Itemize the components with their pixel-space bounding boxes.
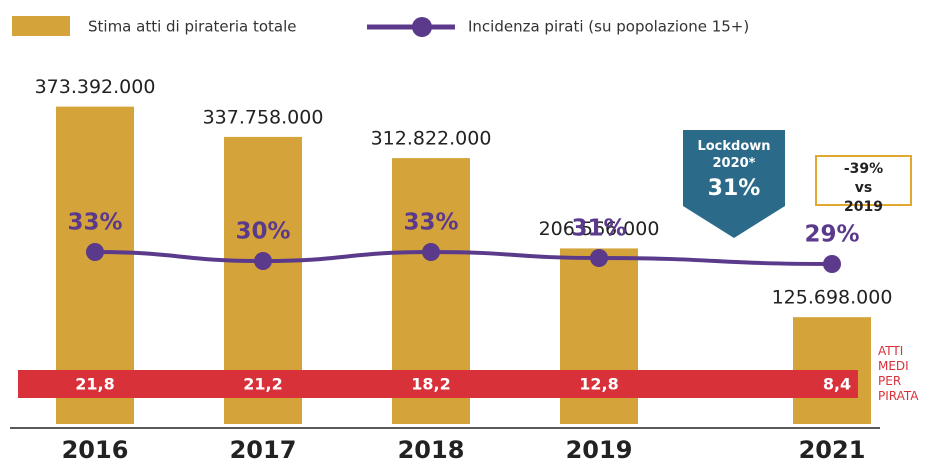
lockdown-callout: Lockdown 2020* 31% <box>683 130 785 238</box>
x-tick-label: 2018 <box>398 436 465 464</box>
average-acts-value: 8,4 <box>823 375 851 394</box>
line-dot <box>590 249 608 267</box>
line-dot <box>823 255 841 273</box>
legend-label: Stima atti di pirateria totale <box>88 18 296 36</box>
line-value-label: 33% <box>67 210 122 236</box>
lockdown-value: 31% <box>707 176 761 201</box>
callout-shape <box>683 130 785 238</box>
average-acts-value: 21,2 <box>243 375 282 394</box>
bar-value-label: 312.822.000 <box>371 128 492 150</box>
bar-value-label: 337.758.000 <box>203 106 324 128</box>
average-acts-value: 21,8 <box>75 375 114 394</box>
line-value-label: 29% <box>804 222 859 248</box>
average-acts-value: 18,2 <box>411 375 450 394</box>
x-tick-label: 2019 <box>566 436 633 464</box>
line-value-label: 30% <box>235 219 290 245</box>
line-dot <box>422 243 440 261</box>
line-value-label: 33% <box>403 210 458 236</box>
change-note-text: -39% vs 2019 <box>843 161 884 215</box>
lockdown-label: Lockdown 2020* <box>697 139 771 171</box>
legend-dot <box>412 17 432 37</box>
average-acts-value: 12,8 <box>579 375 618 394</box>
line-dot <box>86 243 104 261</box>
average-acts-label: ATTI MEDI PER PIRATA <box>878 344 919 403</box>
x-tick-label: 2021 <box>799 436 866 464</box>
average-acts-band <box>18 370 858 398</box>
callout-shape <box>683 130 785 238</box>
legend-swatch <box>12 16 70 36</box>
line-value-label: 31% <box>571 216 626 242</box>
line-dot <box>254 252 272 270</box>
x-tick-label: 2017 <box>230 436 297 464</box>
legend-label: Incidenza pirati (su popolazione 15+) <box>468 18 749 36</box>
bar-value-label: 206.566.000 <box>539 218 660 240</box>
x-tick-label: 2016 <box>62 436 129 464</box>
change-note: -39% vs 2019 <box>815 155 912 215</box>
bar-value-label: 125.698.000 <box>772 287 893 309</box>
bar-value-label: 373.392.000 <box>35 76 156 98</box>
